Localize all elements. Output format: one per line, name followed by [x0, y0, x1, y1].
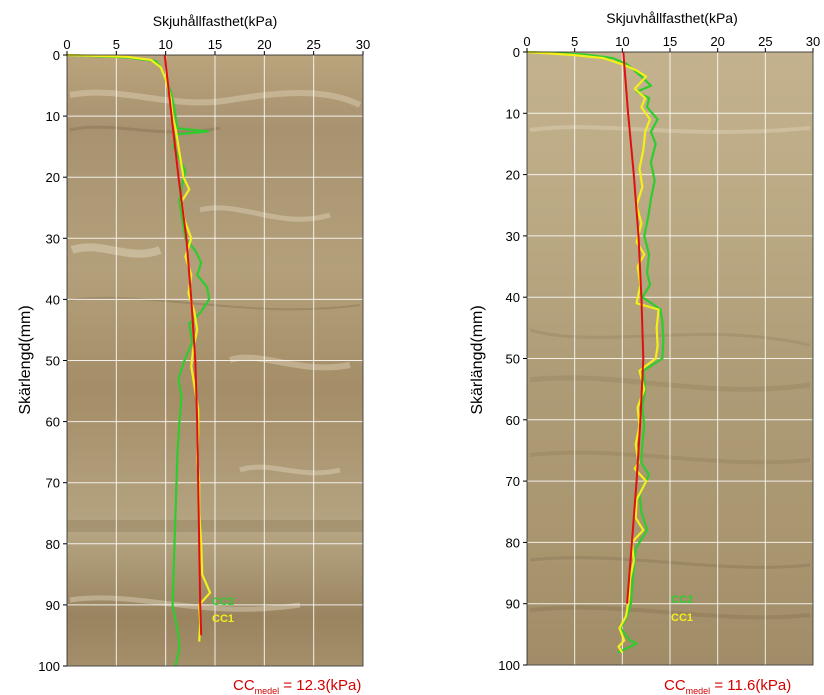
y-tick-label: 30: [506, 229, 520, 244]
cc-medel-label: CCmedel = 12.3(kPa): [233, 677, 361, 695]
y-tick-label: 20: [506, 168, 520, 183]
y-tick-label: 90: [46, 598, 60, 613]
y-tick-label: 70: [46, 476, 60, 491]
series-line-trend: [622, 51, 645, 604]
y-tick-label: 50: [506, 352, 520, 367]
y-tick-label: 40: [506, 290, 520, 305]
x-tick-label: 5: [113, 37, 120, 52]
cc-prefix: CC: [233, 677, 255, 694]
y-tick-label: 10: [46, 109, 60, 124]
cc-subscript: medel: [255, 686, 280, 695]
cc-prefix: CC: [664, 677, 686, 694]
legend-cc1: CC1: [671, 612, 693, 624]
x-tick-label: 25: [306, 37, 320, 52]
legend-cc2: CC2: [671, 594, 693, 606]
axis-layer: 0 5 10 15 20 25 30 0 10 20 30 40 50 60 70 80 90 100: [498, 34, 820, 673]
y-tick-label: 60: [46, 415, 60, 430]
y-tick-label: 80: [506, 535, 520, 550]
y-tick-label: 0: [513, 45, 520, 60]
cc-value: = 11.6(kPa): [710, 677, 791, 694]
x-tick-label: 30: [356, 37, 370, 52]
legend-cc2: CC2: [212, 596, 234, 608]
x-tick-label: 10: [615, 34, 629, 49]
cc-medel-label: CCmedel = 11.6(kPa): [664, 677, 791, 695]
series-line-cc2: [66, 53, 211, 667]
y-tick-label: 100: [38, 659, 60, 674]
shear-strength-chart-right: 0 5 10 15 20 25 30 0 10 20 30 40 50 60 70 80 90 100 Skjuv…: [469, 10, 820, 695]
x-axis-title: Skjuhållfasthet(kPa): [153, 13, 278, 29]
y-tick-label: 90: [506, 597, 520, 612]
y-tick-label: 0: [53, 48, 60, 63]
legend-cc1: CC1: [212, 613, 234, 625]
x-tick-label: 30: [806, 34, 820, 49]
y-tick-label: 40: [46, 292, 60, 307]
cc-value: = 12.3(kPa): [279, 677, 361, 694]
cc-subscript: medel: [686, 686, 711, 695]
y-tick-label: 50: [46, 354, 60, 369]
y-tick-label: 30: [46, 231, 60, 246]
series-line-trend: [163, 54, 203, 636]
series-layer: [66, 53, 212, 667]
x-tick-label: 5: [571, 34, 578, 49]
y-tick-label: 100: [498, 658, 520, 673]
y-tick-label: 70: [506, 474, 520, 489]
x-tick-label: 0: [63, 37, 70, 52]
series-layer: [526, 50, 665, 654]
x-tick-label: 15: [663, 34, 677, 49]
x-tick-label: 20: [710, 34, 724, 49]
y-tick-label: 20: [46, 170, 60, 185]
x-tick-label: 25: [758, 34, 772, 49]
axis-layer: 0 5 10 15 20 25 30 0 10 20 30 40 50 60 70 80 90 100: [38, 37, 370, 674]
y-axis-title: Skärlengd(mm): [17, 305, 34, 414]
series-line-cc1: [526, 50, 660, 654]
x-tick-label: 0: [523, 34, 530, 49]
y-tick-label: 60: [506, 413, 520, 428]
x-tick-label: 15: [208, 37, 222, 52]
x-tick-label: 20: [257, 37, 271, 52]
y-tick-label: 80: [46, 537, 60, 552]
x-axis-title: Skjuvhållfasthet(kPa): [606, 10, 738, 26]
y-axis-title: Skärlängd(mm): [469, 305, 486, 414]
x-tick-label: 10: [158, 37, 172, 52]
shear-strength-chart-left: 0 5 10 15 20 25 30 0 10 20 30 40 50 60 70 80 90 100 Skjuh…: [17, 13, 370, 695]
y-tick-label: 10: [506, 106, 520, 121]
